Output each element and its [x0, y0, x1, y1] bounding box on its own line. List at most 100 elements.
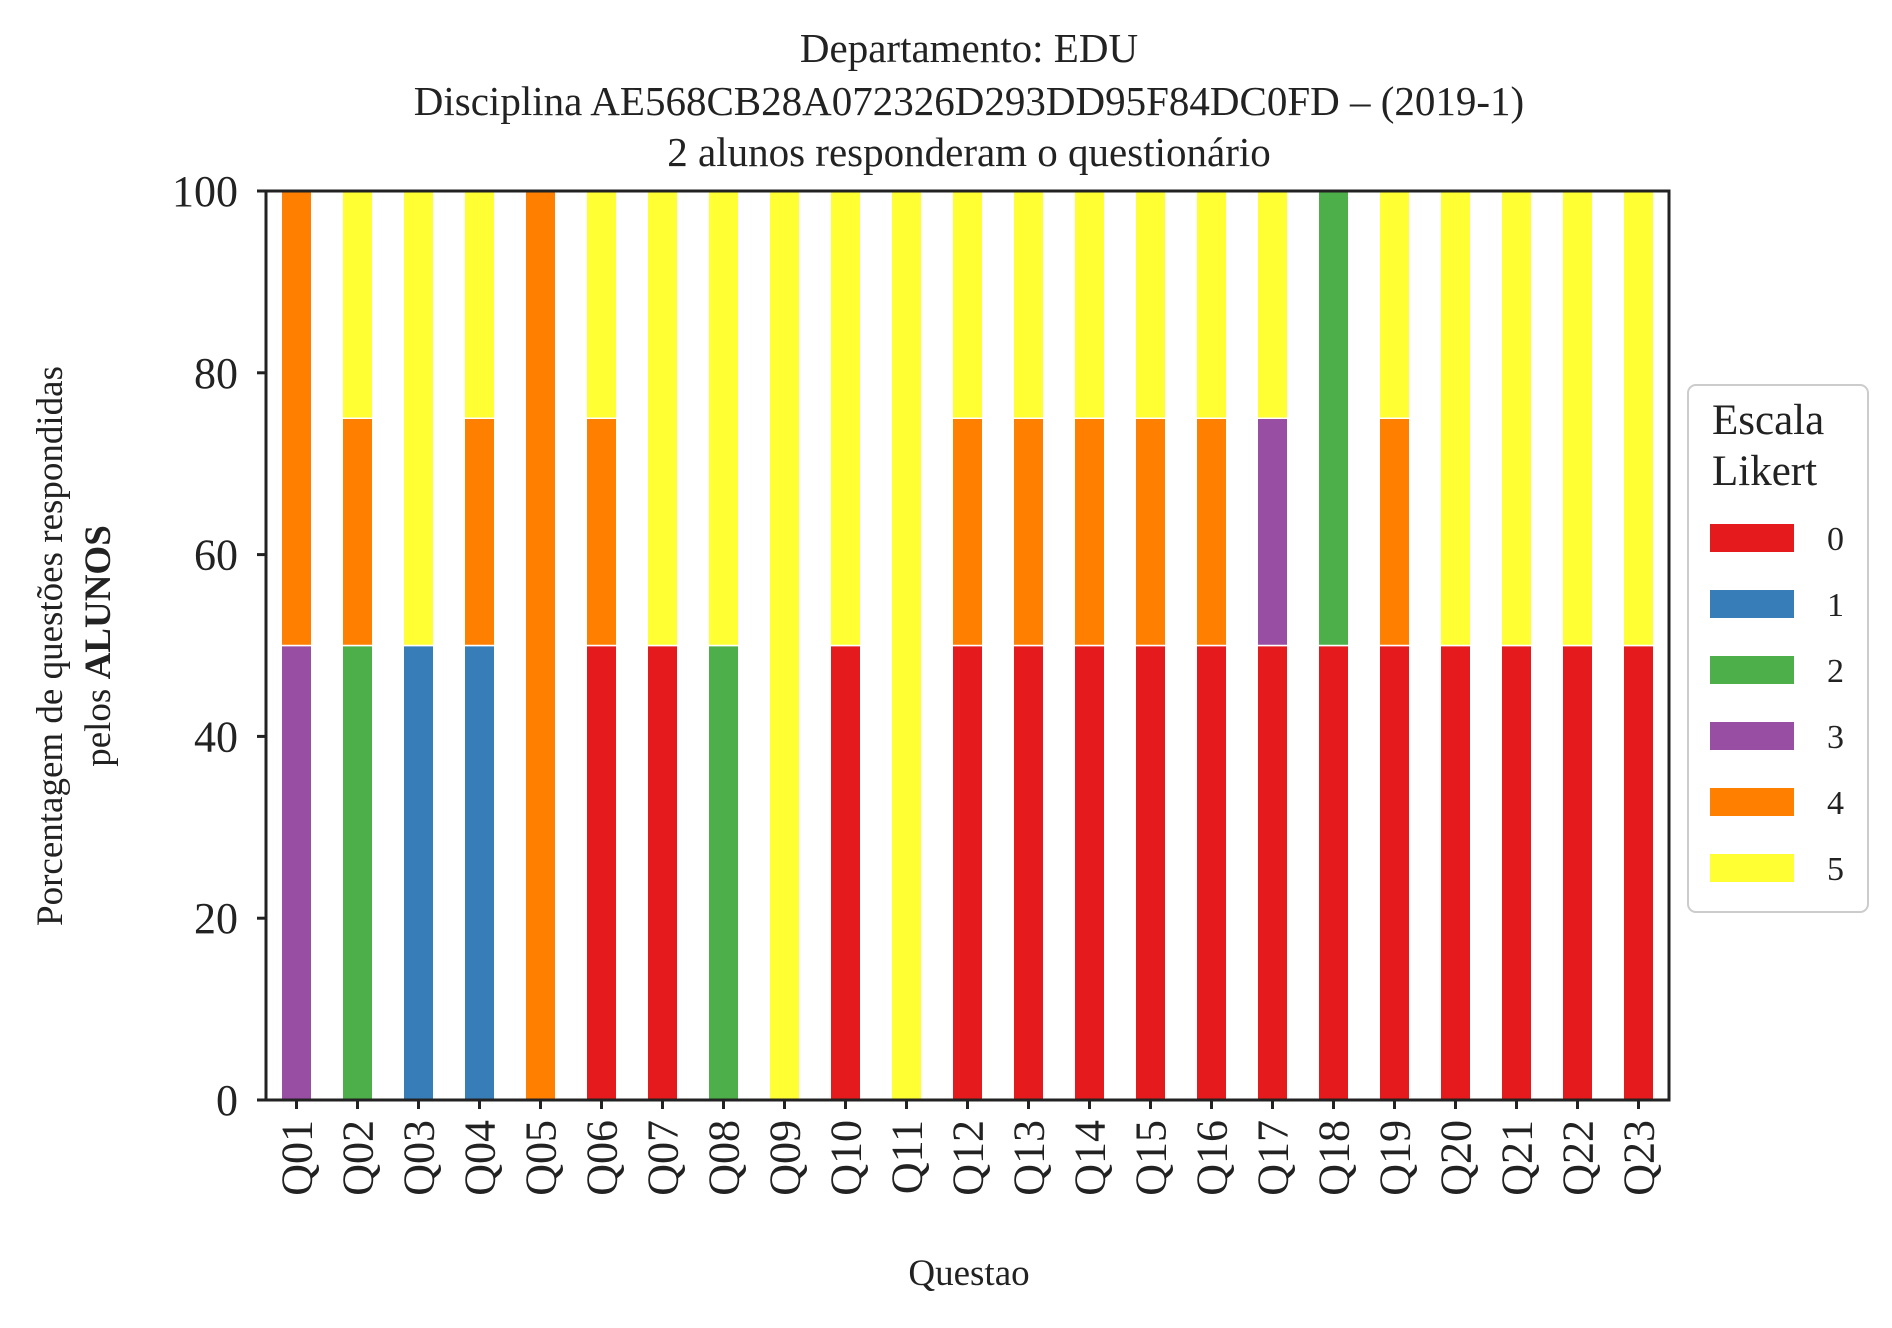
bar-segment-q10-level-5	[829, 190, 862, 647]
bar-segment-q02-level-4	[341, 417, 374, 647]
y-tick-label: 100	[172, 167, 238, 216]
bar-segment-q10-level-0	[829, 644, 862, 1101]
x-tick-label-q08: Q08	[700, 1120, 749, 1196]
bar-segment-q06-level-0	[585, 644, 618, 1101]
legend-label-3: 3	[1827, 719, 1844, 756]
x-tick-label-q12: Q12	[944, 1120, 993, 1196]
bar-segment-q21-level-5	[1500, 190, 1533, 647]
y-tick-label: 40	[194, 712, 238, 761]
bar-segment-q17-level-0	[1256, 644, 1289, 1101]
bar-segment-q15-level-5	[1134, 190, 1167, 419]
legend-swatch-2	[1710, 656, 1794, 684]
legend-swatch-5	[1710, 854, 1794, 882]
bar-segment-q07-level-0	[646, 644, 679, 1101]
chart-title-line-1: Departamento: EDU	[800, 25, 1138, 71]
bar-segment-q16-level-0	[1195, 644, 1228, 1101]
bar-segment-q20-level-0	[1439, 644, 1472, 1101]
legend: Escala Likert 0 1 2 3 4 5	[1687, 384, 1869, 913]
legend-label-5: 5	[1827, 851, 1844, 888]
bar-segment-q22-level-5	[1561, 190, 1594, 647]
x-tick-label-q11: Q11	[883, 1120, 932, 1194]
y-tick-label: 20	[194, 894, 238, 943]
x-tick-label-q06: Q06	[578, 1120, 627, 1196]
bar-segment-q05-level-4	[524, 190, 557, 1101]
legend-label-1: 1	[1827, 587, 1844, 624]
bar-segment-q19-level-4	[1378, 417, 1411, 647]
x-tick-label-q03: Q03	[395, 1120, 444, 1196]
x-tick-label-q05: Q05	[517, 1120, 566, 1196]
legend-label-4: 4	[1827, 785, 1844, 822]
bar-segment-q03-level-5	[402, 190, 435, 647]
x-tick-label-q22: Q22	[1554, 1120, 1603, 1196]
bar-segment-q23-level-5	[1622, 190, 1655, 647]
y-axis-label-bold: ALUNOS	[78, 525, 119, 679]
bar-segment-q02-level-5	[341, 190, 374, 419]
x-tick-label-q15: Q15	[1127, 1120, 1176, 1196]
bar-segment-q02-level-2	[341, 644, 374, 1101]
bar-segment-q14-level-4	[1073, 417, 1106, 647]
bar-segment-q18-level-2	[1317, 190, 1350, 647]
bar-segment-q15-level-4	[1134, 417, 1167, 647]
y-axis-label-line-1: Porcentagem de questões respondidas	[30, 366, 71, 926]
bar-segment-q16-level-5	[1195, 190, 1228, 419]
chart-title-line-3: 2 alunos responderam o questionário	[667, 129, 1270, 175]
bar-segment-q17-level-5	[1256, 190, 1289, 419]
bar-segment-q14-level-0	[1073, 644, 1106, 1101]
legend-label-0: 0	[1827, 521, 1844, 558]
bar-segment-q23-level-0	[1622, 644, 1655, 1101]
legend-swatch-3	[1710, 722, 1794, 750]
legend-items: 0 1 2 3 4 5	[1710, 521, 1844, 888]
y-axis-label-prefix: pelos	[78, 679, 119, 766]
bars-layer	[280, 190, 1655, 1101]
x-tick-label-q18: Q18	[1310, 1120, 1359, 1196]
bar-segment-q19-level-0	[1378, 644, 1411, 1101]
bar-segment-q16-level-4	[1195, 417, 1228, 647]
bar-segment-q09-level-5	[768, 190, 801, 1101]
y-tick-label: 0	[216, 1076, 238, 1125]
chart-title-line-2: Disciplina AE568CB28A072326D293DD95F84DC…	[414, 78, 1524, 124]
x-tick-label-q20: Q20	[1432, 1120, 1481, 1196]
bar-segment-q06-level-5	[585, 190, 618, 419]
y-axis-label-line-2: pelos ALUNOS	[78, 525, 119, 767]
bar-segment-q01-level-4	[280, 190, 313, 647]
bar-segment-q18-level-0	[1317, 644, 1350, 1101]
bar-segment-q04-level-5	[463, 190, 496, 419]
legend-swatch-0	[1710, 524, 1794, 552]
x-tick-label-q07: Q07	[639, 1120, 688, 1196]
bar-segment-q12-level-5	[951, 190, 984, 419]
x-tick-label-q23: Q23	[1615, 1120, 1664, 1196]
bar-segment-q04-level-1	[463, 644, 496, 1101]
bar-segment-q13-level-0	[1012, 644, 1045, 1101]
bar-segment-q22-level-0	[1561, 644, 1594, 1101]
x-tick-label-q02: Q02	[334, 1120, 383, 1196]
x-tick-label-q13: Q13	[1005, 1120, 1054, 1196]
bar-segment-q13-level-4	[1012, 417, 1045, 647]
y-tick-label: 60	[194, 531, 238, 580]
x-tick-label-q21: Q21	[1493, 1120, 1542, 1196]
legend-swatch-4	[1710, 788, 1794, 816]
x-tick-label-q14: Q14	[1066, 1120, 1115, 1196]
bar-segment-q14-level-5	[1073, 190, 1106, 419]
bar-segment-q08-level-2	[707, 644, 740, 1101]
bar-segment-q07-level-5	[646, 190, 679, 647]
legend-box	[1687, 384, 1869, 913]
y-tick-label: 80	[194, 349, 238, 398]
bar-segment-q21-level-0	[1500, 644, 1533, 1101]
y-axis-label: Porcentagem de questões respondidas pelo…	[30, 366, 119, 926]
legend-swatch-1	[1710, 590, 1794, 618]
bar-segment-q01-level-3	[280, 644, 313, 1101]
y-axis: 0 20 40 60 80 100	[172, 167, 266, 1125]
x-tick-label-q04: Q04	[456, 1120, 505, 1196]
bar-segment-q20-level-5	[1439, 190, 1472, 647]
bar-segment-q12-level-4	[951, 417, 984, 647]
bar-segment-q08-level-5	[707, 190, 740, 647]
bar-segment-q03-level-1	[402, 644, 435, 1101]
legend-title-line-2: Likert	[1712, 448, 1817, 495]
x-tick-label-q16: Q16	[1188, 1120, 1237, 1196]
bar-segment-q11-level-5	[890, 190, 923, 1101]
x-tick-label-q09: Q09	[761, 1120, 810, 1196]
x-tick-label-q19: Q19	[1371, 1120, 1420, 1196]
bar-segment-q04-level-4	[463, 417, 496, 647]
